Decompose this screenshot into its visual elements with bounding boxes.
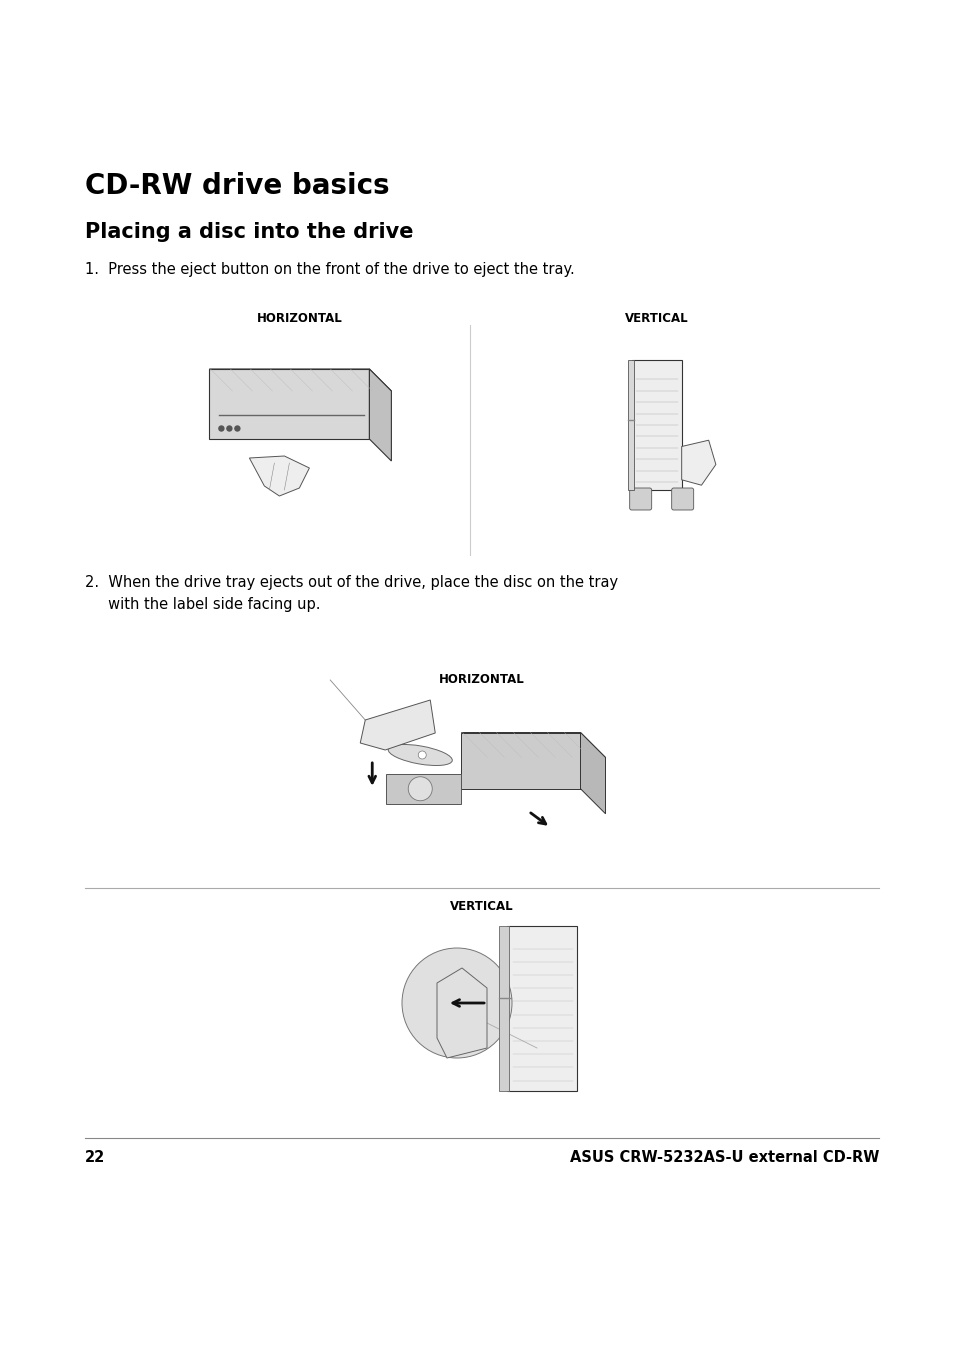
FancyBboxPatch shape	[671, 488, 693, 509]
Circle shape	[234, 426, 239, 431]
FancyBboxPatch shape	[631, 359, 681, 490]
Polygon shape	[386, 774, 461, 804]
Text: VERTICAL: VERTICAL	[624, 312, 688, 326]
Circle shape	[450, 996, 463, 1011]
FancyBboxPatch shape	[629, 488, 651, 509]
Polygon shape	[681, 440, 715, 485]
Polygon shape	[436, 969, 486, 1058]
Bar	[506, 925, 577, 1090]
Circle shape	[417, 751, 426, 759]
Bar	[498, 925, 509, 1090]
Bar	[85, 326, 465, 555]
Polygon shape	[461, 732, 605, 758]
Text: 1.  Press the eject button on the front of the drive to eject the tray.: 1. Press the eject button on the front o…	[85, 262, 574, 277]
Text: Placing a disc into the drive: Placing a disc into the drive	[85, 222, 413, 242]
Polygon shape	[209, 369, 391, 390]
Text: VERTICAL: VERTICAL	[450, 900, 514, 913]
Text: CD-RW drive basics: CD-RW drive basics	[85, 172, 389, 200]
Polygon shape	[209, 369, 369, 439]
Bar	[627, 359, 633, 490]
Polygon shape	[369, 369, 391, 461]
Text: HORIZONTAL: HORIZONTAL	[256, 312, 342, 326]
Ellipse shape	[388, 744, 452, 766]
Circle shape	[218, 426, 224, 431]
Circle shape	[408, 777, 432, 801]
Circle shape	[227, 426, 232, 431]
Polygon shape	[360, 700, 435, 750]
Circle shape	[401, 948, 512, 1058]
Text: 2.  When the drive tray ejects out of the drive, place the disc on the tray: 2. When the drive tray ejects out of the…	[85, 576, 618, 590]
Polygon shape	[579, 732, 605, 813]
Polygon shape	[461, 732, 579, 789]
Text: HORIZONTAL: HORIZONTAL	[438, 673, 524, 686]
Text: ASUS CRW-5232AS-U external CD-RW: ASUS CRW-5232AS-U external CD-RW	[569, 1150, 878, 1165]
Text: 22: 22	[85, 1150, 105, 1165]
Text: with the label side facing up.: with the label side facing up.	[85, 597, 320, 612]
Polygon shape	[249, 457, 309, 496]
